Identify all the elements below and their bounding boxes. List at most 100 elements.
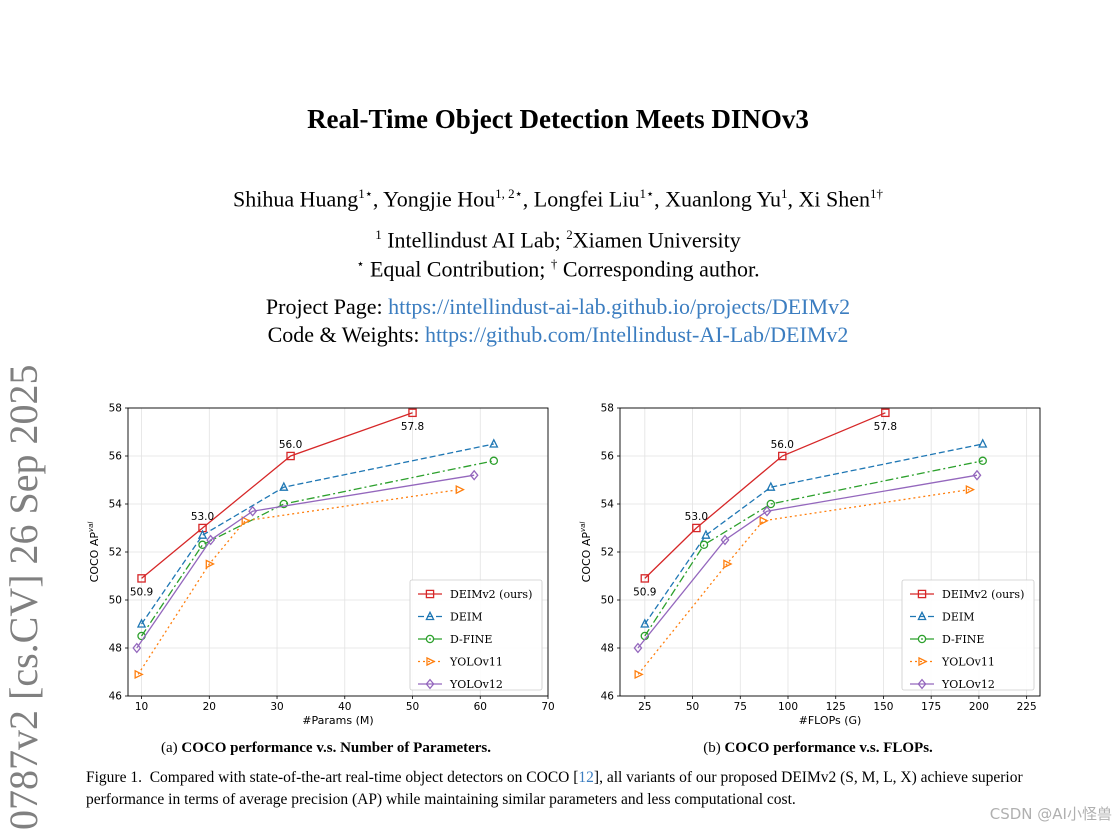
paper-title: Real-Time Object Detection Meets DINOv3 bbox=[307, 104, 809, 134]
data-point bbox=[137, 574, 146, 583]
author-name: Xuanlong Yu bbox=[665, 186, 782, 212]
legend-label: DEIMv2 (ours) bbox=[450, 588, 532, 601]
y-tick-label: 54 bbox=[601, 499, 615, 511]
data-point bbox=[972, 469, 982, 481]
data-point bbox=[279, 481, 289, 491]
data-label: 53.0 bbox=[685, 511, 708, 523]
project-page-link[interactable]: https://intellindust-ai-lab.github.io/pr… bbox=[388, 294, 851, 319]
series-line bbox=[637, 474, 978, 649]
legend-frame bbox=[409, 579, 543, 691]
y-tick-label: 46 bbox=[109, 691, 123, 703]
legend-marker bbox=[917, 634, 927, 644]
y-tick-label: 56 bbox=[601, 451, 615, 463]
x-tick-label: 20 bbox=[203, 701, 216, 713]
series-line bbox=[637, 488, 970, 675]
data-label: 50.9 bbox=[633, 586, 656, 598]
data-point bbox=[881, 408, 890, 418]
x-axis-label: #FLOPs (G) bbox=[799, 714, 862, 727]
legend-marker bbox=[917, 678, 927, 690]
chart-legend: DEIMv2 (ours) DEIM D-FINE YOLOv11 YOLOv12 bbox=[409, 579, 543, 691]
y-tick-label: 50 bbox=[109, 595, 122, 607]
x-tick-label: 40 bbox=[338, 701, 351, 713]
equal-contribution-note: Equal Contribution; bbox=[369, 256, 546, 282]
y-axis-label: COCO APval bbox=[579, 522, 593, 583]
x-tick-label: 200 bbox=[969, 701, 989, 713]
data-point bbox=[248, 505, 258, 517]
author-affiliation-mark: 1† bbox=[870, 186, 884, 201]
y-tick-label: 52 bbox=[109, 547, 122, 559]
figure-label: Figure 1. bbox=[86, 769, 142, 786]
y-tick-label: 50 bbox=[601, 595, 614, 607]
author-name: Xi Shen bbox=[798, 186, 871, 212]
author-list: Shihua Huang1⋆, Yongjie Hou1, 2⋆, Longfe… bbox=[232, 186, 884, 212]
y-tick-label: 58 bbox=[601, 403, 614, 415]
citation-link[interactable]: 12 bbox=[578, 769, 594, 786]
legend-label: YOLOv12 bbox=[449, 678, 503, 691]
subfigure-caption-b: (b) COCO performance v.s. FLOPs. bbox=[578, 740, 1058, 757]
series-deim bbox=[640, 438, 988, 628]
author-affiliation-mark: 1 bbox=[781, 186, 788, 201]
data-point bbox=[766, 499, 776, 509]
author-affiliation-mark: 1, 2⋆ bbox=[495, 186, 523, 201]
legend-marker bbox=[425, 634, 435, 644]
author-name: Shihua Huang bbox=[232, 186, 359, 212]
x-tick-label: 75 bbox=[734, 701, 747, 713]
data-point bbox=[408, 408, 417, 418]
data-point bbox=[489, 456, 499, 466]
data-point bbox=[701, 529, 711, 539]
data-label: 57.8 bbox=[874, 421, 897, 433]
series-yolov12 bbox=[633, 469, 982, 654]
subfigure-caption-prefix: (a) bbox=[160, 740, 178, 756]
legend-label: D-FINE bbox=[450, 633, 492, 646]
x-tick-label: 10 bbox=[135, 701, 148, 713]
data-point bbox=[198, 540, 207, 550]
x-tick-label: 50 bbox=[406, 701, 419, 713]
data-point bbox=[778, 451, 787, 461]
data-point bbox=[762, 505, 772, 517]
chart-flops-vs-ap: 25 50 75 100 125 150 175 200 225 46 48 50 52 54 56 58 #F… bbox=[579, 403, 1041, 727]
legend-marker bbox=[425, 678, 435, 690]
data-point bbox=[720, 534, 730, 546]
x-tick-label: 50 bbox=[686, 701, 699, 713]
data-point bbox=[279, 499, 289, 509]
data-point bbox=[699, 540, 709, 550]
affiliation-mark: 1 bbox=[375, 227, 382, 242]
chart-legend: DEIMv2 (ours) DEIM D-FINE YOLOv11 YOLOv12 bbox=[901, 579, 1035, 691]
legend-frame bbox=[901, 579, 1035, 691]
project-page-line: Project Page: https://intellindust-ai-la… bbox=[0, 294, 1116, 320]
legend-label: DEIMv2 (ours) bbox=[942, 588, 1024, 601]
x-tick-label: 175 bbox=[921, 701, 941, 713]
data-point bbox=[206, 534, 216, 546]
figure-caption-text: Compared with state-of-the-art real-time… bbox=[149, 769, 579, 786]
data-point bbox=[197, 529, 208, 539]
series-yolov12 bbox=[132, 469, 479, 654]
x-tick-label: 225 bbox=[1017, 701, 1037, 713]
code-weights-link[interactable]: https://github.com/Intellindust-AI-Lab/D… bbox=[424, 322, 849, 347]
y-axis-label-sup: val bbox=[579, 522, 587, 532]
data-point bbox=[241, 516, 251, 526]
arxiv-identifier: 0787v2 [cs.CV] 26 Sep 2025 bbox=[0, 330, 48, 830]
y-axis-label-main: COCO AP bbox=[580, 532, 593, 583]
author-affiliation-mark: 1⋆ bbox=[639, 186, 655, 201]
y-axis-label: COCO APval bbox=[87, 522, 101, 583]
data-point bbox=[132, 642, 142, 654]
legend-label: DEIM bbox=[942, 611, 974, 624]
legend-label: D-FINE bbox=[942, 633, 984, 646]
data-point bbox=[134, 669, 144, 680]
legend-label: YOLOv11 bbox=[941, 656, 995, 669]
data-point bbox=[634, 669, 644, 680]
author-name: Yongjie Hou bbox=[383, 186, 496, 212]
data-point bbox=[286, 451, 295, 461]
star-mark: ⋆ bbox=[356, 256, 365, 271]
y-axis-label-main: COCO AP bbox=[88, 532, 101, 583]
data-point bbox=[978, 456, 987, 466]
author-affiliation-mark: 1⋆ bbox=[358, 186, 373, 201]
y-tick-label: 52 bbox=[601, 547, 614, 559]
series-yolov11 bbox=[634, 484, 976, 680]
y-tick-label: 58 bbox=[109, 403, 122, 415]
data-point bbox=[469, 469, 479, 481]
dagger-mark: † bbox=[550, 256, 558, 271]
y-axis-label-sup: val bbox=[87, 522, 95, 532]
x-tick-label: 70 bbox=[541, 701, 554, 713]
project-page-label: Project Page: bbox=[265, 294, 383, 319]
